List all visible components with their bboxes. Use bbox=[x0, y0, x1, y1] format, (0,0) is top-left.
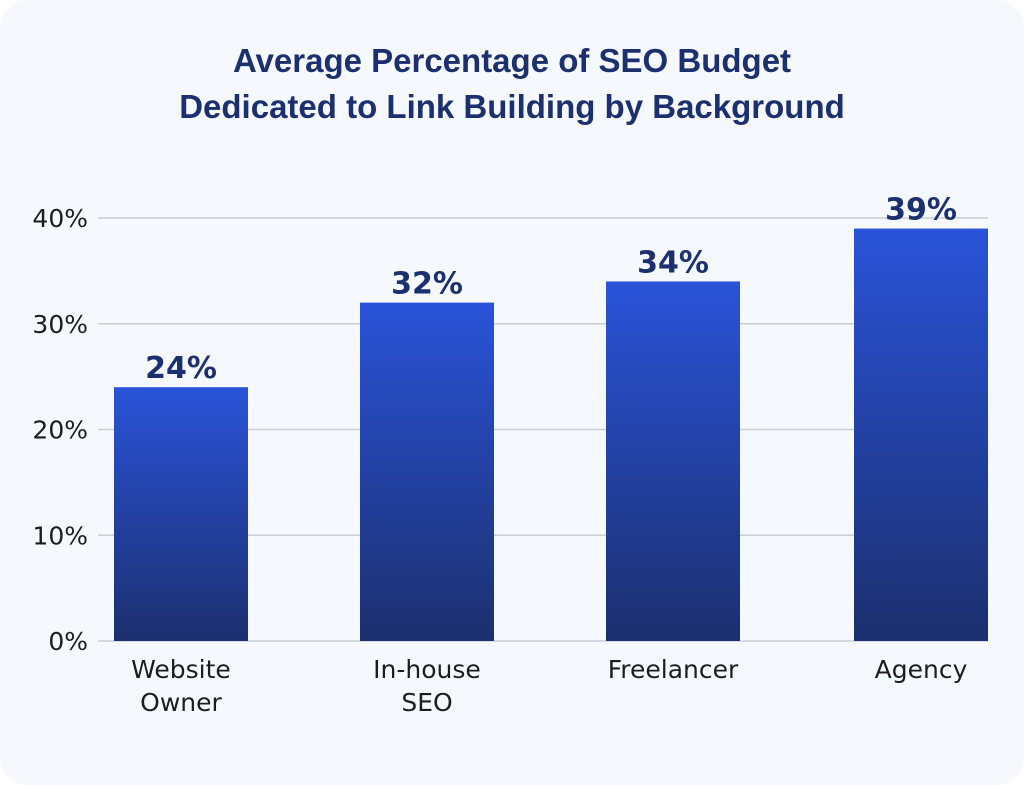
y-tick-label: 10% bbox=[32, 521, 88, 550]
category-label: In-house bbox=[373, 655, 481, 684]
chart-title-line-2: Dedicated to Link Building by Background bbox=[179, 88, 845, 125]
y-tick-label: 30% bbox=[32, 310, 88, 339]
category-label: Freelancer bbox=[608, 655, 739, 684]
category-label: Owner bbox=[140, 688, 222, 717]
data-labels: 24% 32% 34% 39% bbox=[145, 193, 957, 387]
data-label: 39% bbox=[885, 193, 957, 228]
chart-title: Average Percentage of SEO Budget Dedicat… bbox=[0, 38, 1024, 130]
bar bbox=[360, 302, 494, 641]
data-label: 24% bbox=[145, 351, 217, 386]
data-label: 32% bbox=[391, 267, 463, 302]
x-axis-category-labels: Website Owner In-house SEO Freelancer Agency bbox=[131, 655, 967, 717]
category-label: Agency bbox=[875, 655, 968, 684]
bar bbox=[854, 228, 988, 641]
y-tick-label: 20% bbox=[32, 416, 88, 445]
data-label: 34% bbox=[637, 245, 709, 280]
bars bbox=[114, 228, 988, 641]
category-label: SEO bbox=[401, 688, 452, 717]
category-label: Website bbox=[131, 655, 231, 684]
y-axis-tick-labels: 0% 10% 20% 30% 40% bbox=[32, 204, 88, 656]
chart-title-line-1: Average Percentage of SEO Budget bbox=[232, 42, 792, 79]
y-tick-label: 40% bbox=[32, 204, 88, 233]
bar bbox=[114, 387, 248, 641]
bar bbox=[606, 281, 740, 641]
y-tick-label: 0% bbox=[48, 627, 88, 656]
